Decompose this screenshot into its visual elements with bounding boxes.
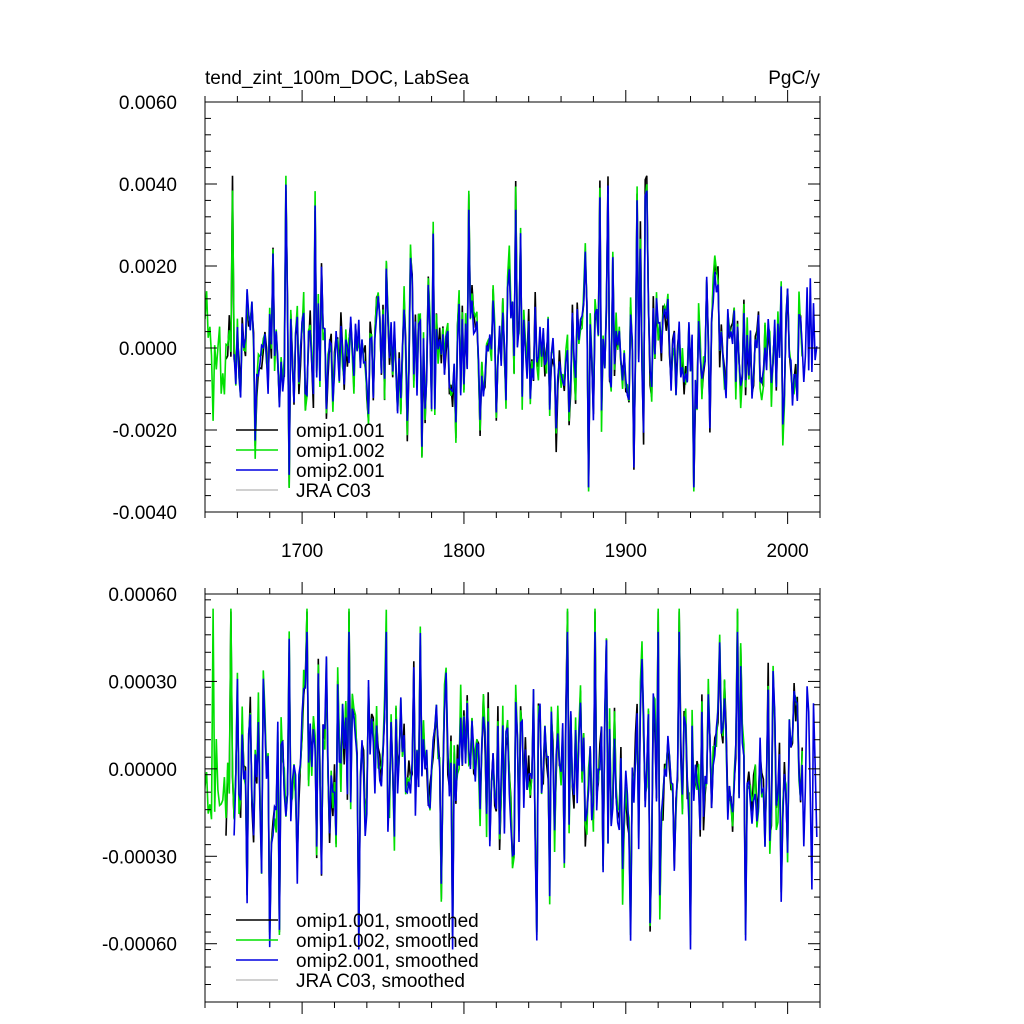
y-tick-label: 0.0060: [119, 93, 177, 114]
series-line-omip2-001-smoothed: [233, 631, 818, 950]
y-tick-label: -0.00030: [102, 847, 177, 868]
top-panel-title: tend_zint_100m_DOC, LabSea: [205, 68, 469, 89]
legend-label: JRA C03, smoothed: [296, 971, 465, 992]
y-tick-label: -0.00060: [102, 935, 177, 956]
bottom-panel-frame: [204, 593, 821, 1003]
top-panel: tend_zint_100m_DOC, LabSea PgC/y 0.0060 0…: [113, 68, 821, 562]
top-panel-units: PgC/y: [768, 68, 820, 89]
legend-label: omip1.002: [296, 441, 385, 462]
y-tick-label: 0.0020: [119, 257, 177, 278]
legend-label: omip2.001: [296, 461, 385, 482]
y-tick-label: 0.0040: [119, 175, 177, 196]
top-panel-frame: [204, 101, 821, 513]
legend-label: omip1.001: [296, 421, 385, 442]
y-tick-label: 0.00060: [108, 585, 177, 606]
legend-label: omip1.001, smoothed: [296, 911, 479, 932]
y-tick-label: 0.00030: [108, 672, 177, 693]
x-tick-label: 1900: [605, 541, 647, 562]
legend-label: JRA C03: [296, 481, 371, 502]
y-tick-label: 0.0000: [119, 339, 177, 360]
legend-label: omip1.002, smoothed: [296, 931, 479, 952]
bottom-panel: 0.00060 0.00030 0.00000 -0.00030 -0.00060 om…: [102, 582, 821, 1014]
y-tick-label: 0.00000: [108, 760, 177, 781]
series-line-omip2-001: [233, 184, 818, 488]
x-tick-label: 2000: [766, 541, 808, 562]
legend-label: omip2.001, smoothed: [296, 951, 479, 972]
y-tick-label: -0.0040: [113, 503, 177, 524]
x-tick-label: 1700: [281, 541, 323, 562]
y-tick-label: -0.0020: [113, 421, 177, 442]
x-tick-label: 1800: [443, 541, 485, 562]
